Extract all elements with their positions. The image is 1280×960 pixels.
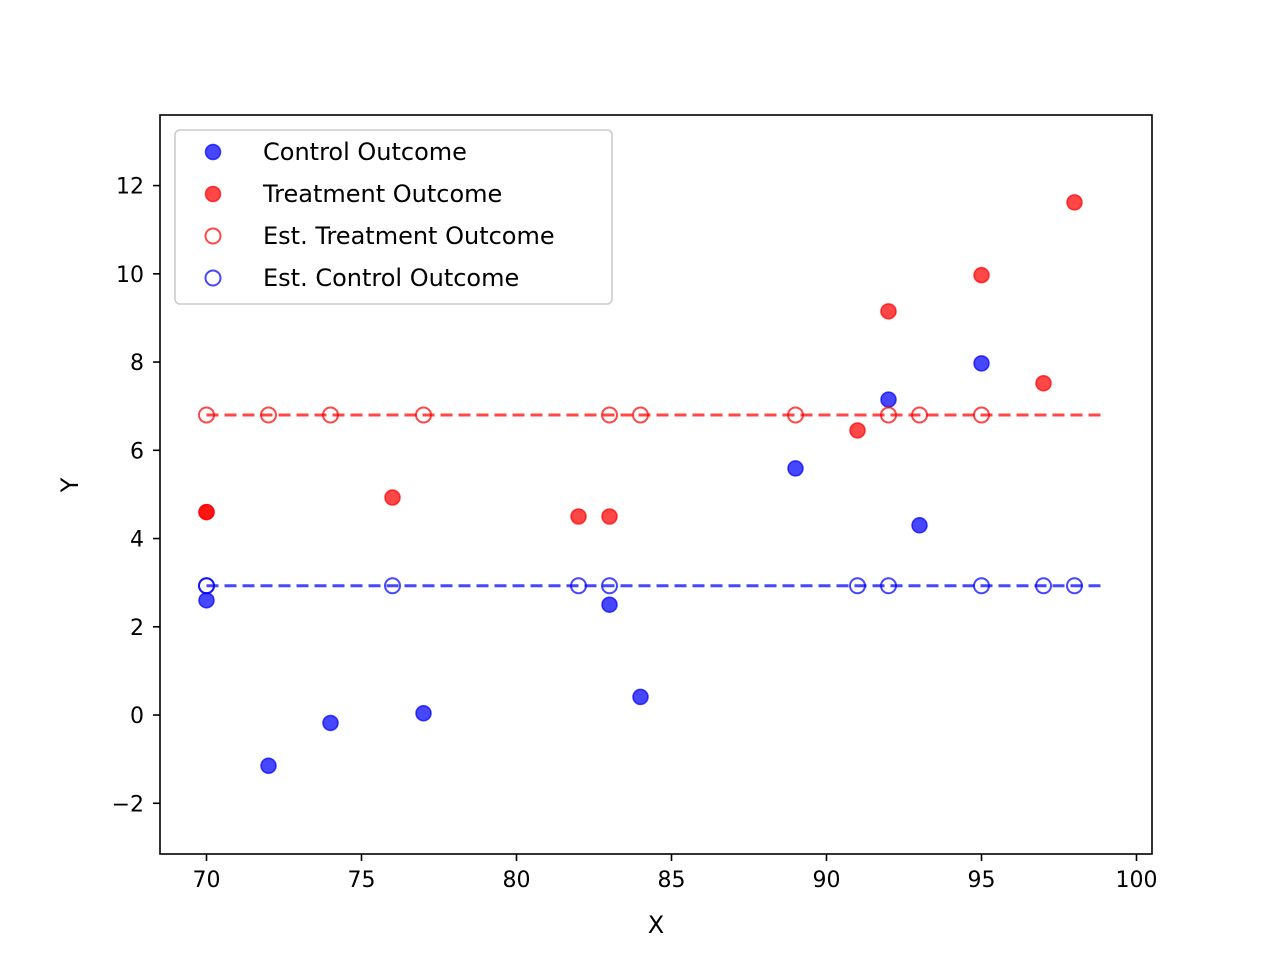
y-tick-label: −2 bbox=[112, 792, 144, 817]
data-point bbox=[911, 406, 928, 424]
data-point bbox=[1066, 577, 1083, 595]
x-tick-label: 75 bbox=[348, 868, 376, 893]
data-point bbox=[911, 517, 928, 534]
x-axis-label: X bbox=[648, 911, 664, 939]
y-axis-label: Y bbox=[56, 477, 84, 493]
data-point bbox=[973, 355, 990, 372]
data-point bbox=[880, 577, 897, 595]
legend-label: Treatment Outcome bbox=[262, 180, 502, 208]
data-point bbox=[322, 406, 339, 424]
axes-layer: 70 75 80 85 90 95 100 −2 0 2 4 6 8 10 12 bbox=[112, 114, 1158, 893]
y-tick-label: 10 bbox=[116, 263, 144, 288]
data-point bbox=[849, 577, 866, 595]
data-point bbox=[601, 596, 618, 613]
data-point bbox=[632, 688, 649, 706]
data-point bbox=[880, 391, 897, 408]
x-tick-label: 85 bbox=[658, 868, 686, 893]
series-1-points bbox=[198, 355, 990, 775]
data-point bbox=[198, 503, 215, 521]
data-point bbox=[322, 714, 339, 732]
data-point bbox=[973, 266, 990, 284]
data-point bbox=[260, 406, 277, 424]
y-tick-label: 12 bbox=[116, 175, 144, 200]
y-tick-label: 6 bbox=[130, 439, 144, 464]
legend-marker bbox=[204, 185, 222, 203]
data-point bbox=[849, 422, 866, 439]
legend-box bbox=[174, 129, 613, 305]
data-point bbox=[415, 705, 432, 722]
x-tick-label: 95 bbox=[968, 868, 996, 893]
x-tick-label: 100 bbox=[1116, 868, 1158, 893]
data-point bbox=[880, 303, 897, 320]
data-point bbox=[198, 406, 215, 424]
data-point bbox=[787, 406, 804, 424]
data-point bbox=[1035, 374, 1052, 392]
data-point bbox=[384, 489, 401, 506]
y-tick-label: 8 bbox=[130, 351, 144, 376]
data-point bbox=[880, 406, 897, 424]
legend-marker bbox=[204, 143, 222, 161]
plot-frame bbox=[159, 114, 1153, 855]
x-tick-label: 90 bbox=[813, 868, 841, 893]
legend-label: Est. Treatment Outcome bbox=[263, 222, 555, 250]
legend-label: Est. Control Outcome bbox=[263, 264, 519, 292]
data-point bbox=[384, 577, 401, 595]
legend: Control Outcome Treatment Outcome Est. Tre… bbox=[174, 129, 613, 305]
data-point bbox=[973, 577, 990, 595]
data-point bbox=[601, 577, 618, 595]
x-tick-label: 70 bbox=[193, 868, 221, 893]
data-point bbox=[1035, 577, 1052, 595]
y-tick-label: 2 bbox=[130, 616, 144, 641]
data-point bbox=[570, 508, 587, 525]
data-point bbox=[1066, 194, 1083, 211]
data-point bbox=[601, 406, 618, 424]
series-2-points bbox=[198, 194, 1083, 525]
series-3-points bbox=[198, 406, 990, 424]
y-tick-label: 4 bbox=[130, 528, 144, 553]
data-point bbox=[198, 577, 215, 595]
legend-marker bbox=[204, 269, 222, 287]
y-tick-label: 0 bbox=[130, 704, 144, 729]
x-tick-label: 80 bbox=[503, 868, 531, 893]
legend-label: Control Outcome bbox=[263, 138, 467, 166]
plot-layer bbox=[198, 194, 1106, 775]
data-point bbox=[787, 460, 804, 477]
data-point bbox=[198, 592, 215, 609]
data-point bbox=[570, 577, 587, 595]
data-point bbox=[973, 406, 990, 424]
series-4-points bbox=[198, 577, 1083, 595]
data-point bbox=[601, 508, 618, 525]
legend-marker bbox=[204, 227, 222, 245]
data-point bbox=[415, 406, 432, 424]
data-point bbox=[632, 406, 649, 424]
data-point bbox=[260, 757, 277, 775]
